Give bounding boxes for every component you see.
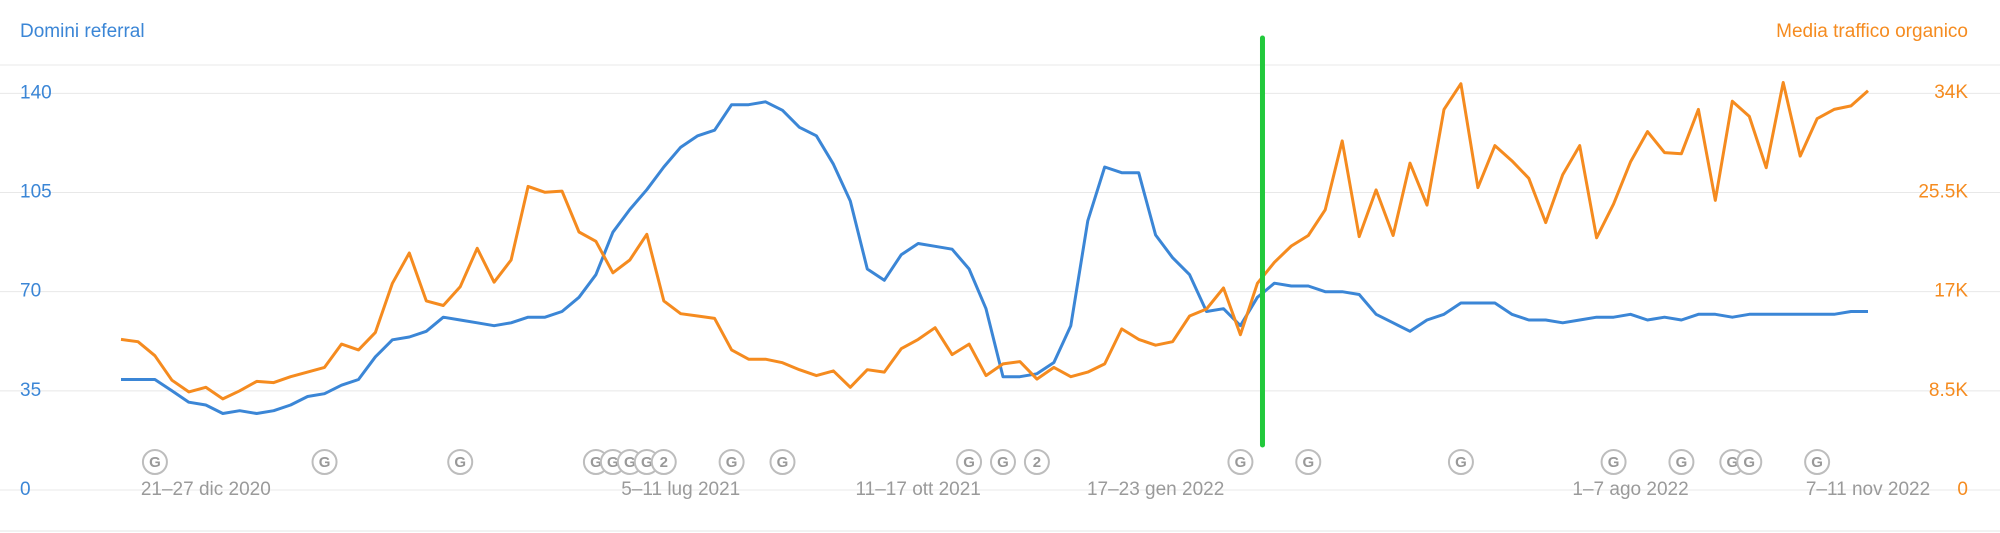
event-marker	[989, 449, 1016, 475]
event-marker	[650, 449, 677, 475]
right-axis-title: Media traffico organico	[1776, 21, 1968, 42]
y2-tick-label: 0	[1957, 479, 1968, 500]
event-label: 2	[660, 454, 668, 471]
series-line	[120, 81, 1869, 401]
event-marker	[1023, 449, 1050, 475]
event-label: G	[1235, 454, 1247, 471]
event-label: G	[1608, 454, 1620, 471]
event-label: G	[1455, 454, 1467, 471]
event-marker	[1447, 449, 1474, 475]
event-marker	[141, 449, 168, 475]
series-line	[121, 100, 1868, 415]
y2-tick-label: 25.5K	[1918, 181, 1968, 202]
event-marker	[1804, 449, 1831, 475]
y-tick-label: 35	[20, 380, 41, 401]
event-marker	[447, 449, 474, 475]
x-tick-label: 11–17 ott 2021	[855, 479, 980, 500]
event-label: G	[590, 454, 602, 471]
x-tick-label: 7–11 nov 2022	[1806, 479, 1930, 500]
x-tick-label: 1–7 ago 2022	[1572, 479, 1688, 500]
event-label: G	[1302, 454, 1314, 471]
x-tick-label: 5–11 lug 2021	[621, 479, 740, 500]
event-label: G	[454, 454, 466, 471]
y2-tick-label: 17K	[1934, 281, 1968, 302]
event-marker	[1600, 449, 1627, 475]
event-label: G	[777, 454, 789, 471]
event-label: G	[641, 454, 653, 471]
event-marker	[956, 449, 983, 475]
event-label: G	[624, 454, 636, 471]
y-tick-label: 140	[20, 82, 52, 103]
event-label: 2	[1033, 454, 1041, 471]
y-tick-label: 70	[20, 281, 41, 302]
event-label: G	[963, 454, 975, 471]
event-marker	[311, 449, 338, 475]
event-label: G	[607, 454, 619, 471]
event-marker	[1736, 449, 1763, 475]
event-label: G	[997, 454, 1009, 471]
event-marker	[1227, 449, 1254, 475]
event-label: G	[1676, 454, 1688, 471]
event-marker	[1668, 449, 1695, 475]
x-tick-label: 17–23 gen 2022	[1087, 479, 1224, 500]
y-tick-label: 105	[20, 182, 52, 203]
y-tick-label: 0	[20, 479, 31, 500]
event-label: G	[149, 454, 161, 471]
y2-tick-label: 8.5K	[1929, 380, 1968, 401]
event-label: G	[1726, 454, 1738, 471]
y2-tick-label: 34K	[1934, 82, 1968, 103]
event-label: G	[319, 454, 331, 471]
event-marker	[718, 449, 745, 475]
event-label: G	[726, 454, 738, 471]
event-marker	[769, 449, 796, 475]
event-marker	[1295, 449, 1322, 475]
event-label: G	[1811, 454, 1823, 471]
x-tick-label: 21–27 dic 2020	[141, 479, 271, 500]
event-label: G	[1743, 454, 1755, 471]
left-axis-title: Domini referral	[20, 21, 145, 42]
